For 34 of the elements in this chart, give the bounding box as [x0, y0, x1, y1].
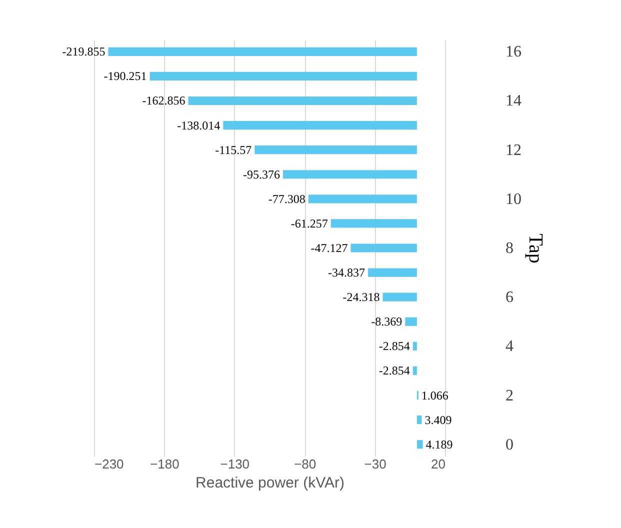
y-tick-label: 12	[506, 142, 522, 159]
data-label: -2.854	[378, 339, 410, 354]
data-label: -61.257	[290, 216, 328, 230]
y-tick-label: 4	[506, 338, 514, 356]
data-label: -115.57	[215, 142, 252, 157]
y-tick-label: 14	[506, 92, 522, 110]
data-label: -190.251	[104, 69, 147, 84]
data-label: -34.837	[328, 266, 366, 280]
y-tick-label: 0	[506, 436, 514, 454]
data-label: -77.308	[268, 192, 306, 206]
data-label: 1.066	[421, 388, 448, 402]
x-tick-label: −80	[294, 456, 316, 472]
x-axis-title: Reactive power (kVAr)	[196, 474, 344, 492]
data-label: -138.014	[177, 118, 220, 132]
y-axis-title: Tap	[524, 234, 546, 264]
x-tick-label: −230	[94, 456, 124, 472]
x-tick-label: −180	[150, 456, 180, 472]
data-label: -24.318	[342, 290, 380, 304]
y-tick-label: 2	[506, 387, 514, 404]
y-tick-label: 10	[506, 190, 522, 208]
data-label: -219.855	[62, 44, 106, 59]
y-tick-label: 8	[506, 240, 514, 257]
data-label: 4.189	[426, 437, 453, 452]
x-tick-label: −30	[364, 456, 386, 472]
data-label: -8.369	[371, 314, 402, 329]
y-tick-label: 16	[506, 44, 522, 61]
x-tick-label: 20	[431, 456, 446, 472]
data-label: -95.376	[243, 167, 280, 182]
x-tick-label: −130	[220, 456, 250, 472]
data-label: -2.854	[378, 364, 410, 378]
y-tick-label: 6	[506, 289, 514, 306]
data-label: 3.409	[424, 412, 452, 427]
data-label: -47.127	[310, 241, 348, 255]
data-label: -162.856	[142, 94, 186, 108]
